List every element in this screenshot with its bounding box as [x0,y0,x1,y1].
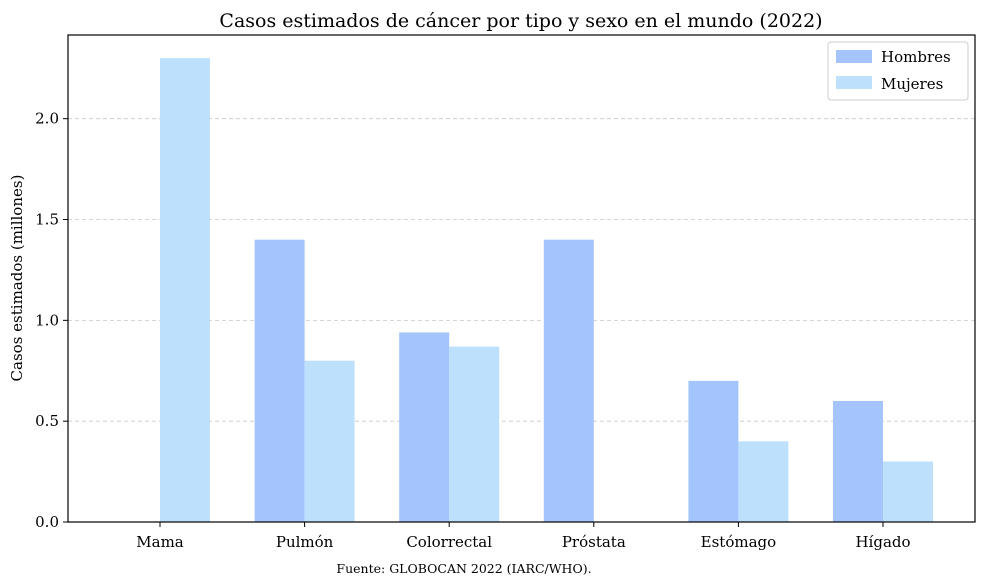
bar-hombres-5 [833,401,883,522]
source-footnote: Fuente: GLOBOCAN 2022 (IARC/WHO). [336,561,591,576]
y-axis-label: Casos estimados (millones) [8,175,26,382]
y-axis-ticks: 0.0 0.5 1.0 1.5 2.0 [35,110,68,531]
x-tick-label: Hígado [855,533,910,551]
legend-swatch-hombres [836,50,872,63]
chart-title: Casos estimados de cáncer por tipo y sex… [219,10,822,32]
x-tick-label: Estómago [701,533,777,551]
legend-label-hombres: Hombres [881,48,951,66]
bar-hombres-1 [254,239,305,522]
bars [160,58,933,522]
y-tick-label: 0.0 [35,513,59,531]
x-axis-ticks: Mama Pulmón Colorrectal Próstata Estómago Híg… [136,522,911,551]
x-tick-label: Pulmón [276,533,334,551]
bar-hombres-2 [399,332,450,522]
bar-hombres-3 [543,239,594,522]
bar-mujeres-5 [883,461,933,522]
bar-hombres-4 [688,380,739,522]
y-tick-label: 1.5 [35,211,59,229]
y-tick-label: 1.0 [35,311,59,329]
legend: Hombres Mujeres [827,41,969,101]
x-tick-label: Próstata [562,533,626,551]
y-tick-label: 2.0 [35,110,59,128]
plot-frame [67,34,976,523]
x-tick-label: Colorrectal [406,533,492,551]
bar-mujeres-4 [738,441,789,522]
legend-swatch-mujeres [836,76,872,89]
legend-label-mujeres: Mujeres [881,75,943,93]
bar-mujeres-2 [449,346,500,522]
bar-mujeres-0 [160,58,210,522]
x-tick-label: Mama [136,533,184,551]
y-tick-label: 0.5 [35,412,59,430]
bar-mujeres-1 [304,360,355,522]
